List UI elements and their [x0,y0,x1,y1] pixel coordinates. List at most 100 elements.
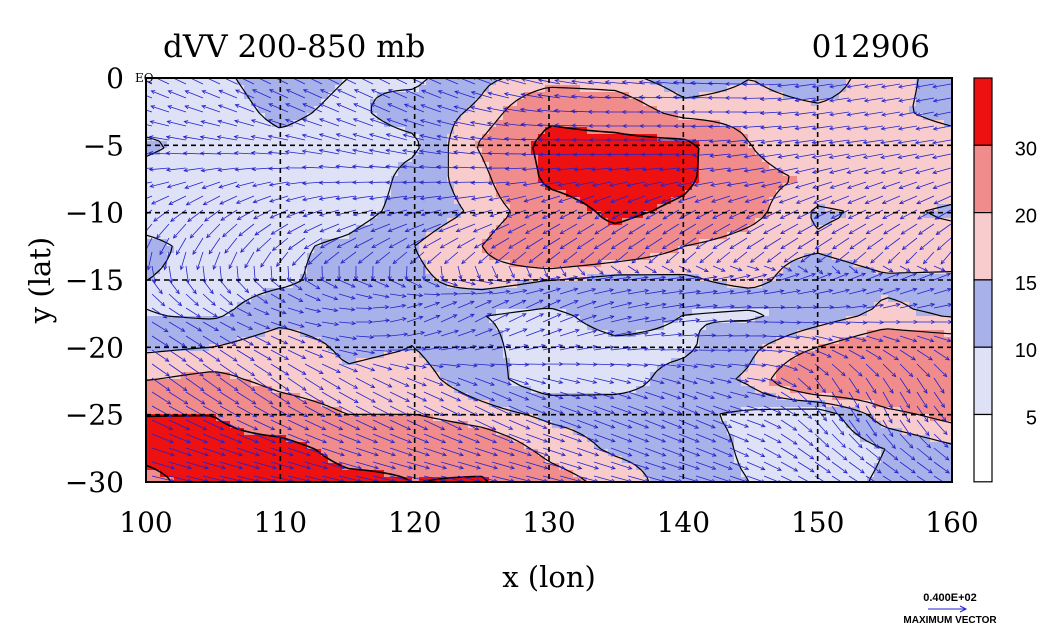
field-cell [832,246,840,254]
field-cell [251,176,259,184]
field-cell [545,190,553,198]
field-cell [790,85,798,93]
field-cell [447,85,455,93]
field-cell [881,134,889,142]
field-cell [664,260,672,268]
field-cell [566,204,574,212]
field-cell [510,344,518,352]
field-cell [937,302,945,310]
field-cell [580,239,588,247]
field-cell [265,295,273,303]
field-cell [846,120,854,128]
field-cell [832,99,840,107]
field-cell [622,99,630,107]
field-cell [174,260,182,268]
field-cell [447,316,455,324]
field-cell [874,106,882,114]
field-cell [251,267,259,275]
field-cell [867,78,875,86]
field-cell [286,211,294,219]
field-cell [867,169,875,177]
field-cell [860,155,868,163]
field-cell [671,148,679,156]
field-cell [720,183,728,191]
field-cell [573,169,581,177]
field-cell [328,267,336,275]
field-cell [762,337,770,345]
field-cell [160,120,168,128]
field-cell [692,92,700,100]
field-cell [804,365,812,373]
field-cell [895,197,903,205]
field-cell [860,267,868,275]
field-cell [300,127,308,135]
field-cell [881,330,889,338]
field-cell [573,92,581,100]
field-cell [706,344,714,352]
field-cell [391,372,399,380]
field-cell [398,169,406,177]
field-cell [916,232,924,240]
field-cell [160,246,168,254]
field-cell [279,162,287,170]
field-cell [867,316,875,324]
field-cell [874,295,882,303]
field-cell [510,337,518,345]
field-cell [846,134,854,142]
field-cell [258,204,266,212]
field-cell [783,127,791,135]
field-cell [804,323,812,331]
field-cell [489,204,497,212]
field-cell [888,365,896,373]
field-cell [153,120,161,128]
field-cell [349,344,357,352]
field-cell [720,330,728,338]
field-cell [769,232,777,240]
field-cell [258,162,266,170]
field-cell [321,288,329,296]
field-cell [216,365,224,373]
field-cell [930,246,938,254]
field-cell [559,323,567,331]
field-cell [615,239,623,247]
field-cell [475,281,483,289]
field-cell [524,225,532,233]
field-cell [398,372,406,380]
field-cell [349,274,357,282]
field-cell [713,155,721,163]
field-cell [888,106,896,114]
field-cell [902,120,910,128]
field-cell [622,281,630,289]
field-cell [587,337,595,345]
field-cell [846,239,854,247]
field-cell [580,190,588,198]
field-cell [356,148,364,156]
field-cell [797,232,805,240]
field-cell [706,120,714,128]
field-cell [895,176,903,184]
field-cell [748,134,756,142]
field-cell [769,176,777,184]
field-cell [272,274,280,282]
field-cell [370,267,378,275]
field-cell [314,260,322,268]
field-cell [923,260,931,268]
field-cell [524,204,532,212]
field-cell [818,162,826,170]
field-cell [895,267,903,275]
field-cell [573,351,581,359]
field-cell [650,85,658,93]
field-cell [531,169,539,177]
field-cell [433,372,441,380]
field-cell [839,113,847,121]
field-cell [321,92,329,100]
field-cell [531,85,539,93]
field-cell [832,162,840,170]
field-cell [783,239,791,247]
field-cell [559,365,567,373]
field-cell [468,372,476,380]
field-cell [461,127,469,135]
field-cell [615,113,623,121]
field-cell [615,288,623,296]
field-cell [482,281,490,289]
